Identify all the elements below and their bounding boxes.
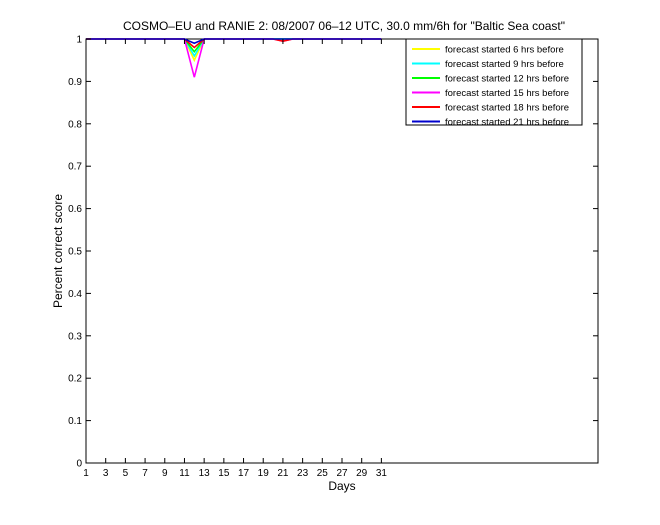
series-layer: [86, 38, 382, 78]
x-tick-label: 31: [376, 468, 388, 479]
legend-label-4: forecast started 15 hrs before: [445, 88, 569, 99]
x-tick-label: 25: [317, 468, 329, 479]
x-tick-label: 1: [83, 468, 89, 479]
x-tick-label: 3: [103, 468, 109, 479]
y-tick-label: 0.3: [68, 331, 82, 342]
y-tick-label: 0.7: [68, 162, 82, 173]
x-axis-label: Days: [328, 479, 355, 493]
y-tick-label: 0.6: [68, 204, 82, 215]
x-tick-label: 21: [277, 468, 289, 479]
y-tick-label: 0: [76, 459, 82, 470]
x-tick-label: 15: [218, 468, 230, 479]
x-tick-label: 5: [123, 468, 129, 479]
x-tick-label: 11: [179, 468, 190, 479]
x-tick-label: 23: [297, 468, 309, 479]
x-tick-label: 19: [258, 468, 270, 479]
legend-label-3: forecast started 12 hrs before: [445, 74, 569, 85]
legend-label-6: forecast started 21 hrs before: [445, 117, 569, 128]
legend-box: [405, 38, 583, 126]
legend-label-1: forecast started 6 hrs before: [445, 45, 564, 56]
x-tick-label: 7: [142, 468, 148, 479]
legend: forecast started 6 hrs before forecast st…: [405, 38, 583, 128]
y-axis-label: Percent correct score: [51, 194, 65, 308]
x-tick-label: 9: [162, 468, 168, 479]
y-tick-label: 0.2: [68, 374, 82, 385]
x-tick-label: 17: [238, 468, 250, 479]
chart-title: COSMO–EU and RANIE 2: 08/2007 06–12 UTC,…: [123, 19, 565, 33]
series-line-6: [86, 38, 382, 45]
x-tick-label: 29: [356, 468, 368, 479]
x-tick-label: 13: [199, 468, 211, 479]
y-tick-label: 0.9: [68, 77, 82, 88]
y-tick-label: 1: [76, 35, 82, 46]
y-tick-label: 0.4: [68, 289, 82, 300]
y-tick-label: 0.1: [68, 416, 82, 427]
legend-label-2: forecast started 9 hrs before: [445, 59, 564, 70]
y-tick-label: 0.8: [68, 119, 82, 130]
legend-label-5: forecast started 18 hrs before: [445, 103, 569, 114]
ticks-layer: 1 3 5 7 9 11 13 15 17 19 21 23 25 27 29 3100.10.20.30.4…: [68, 35, 598, 479]
x-tick-label: 27: [336, 468, 348, 479]
y-tick-label: 0.5: [68, 247, 82, 258]
